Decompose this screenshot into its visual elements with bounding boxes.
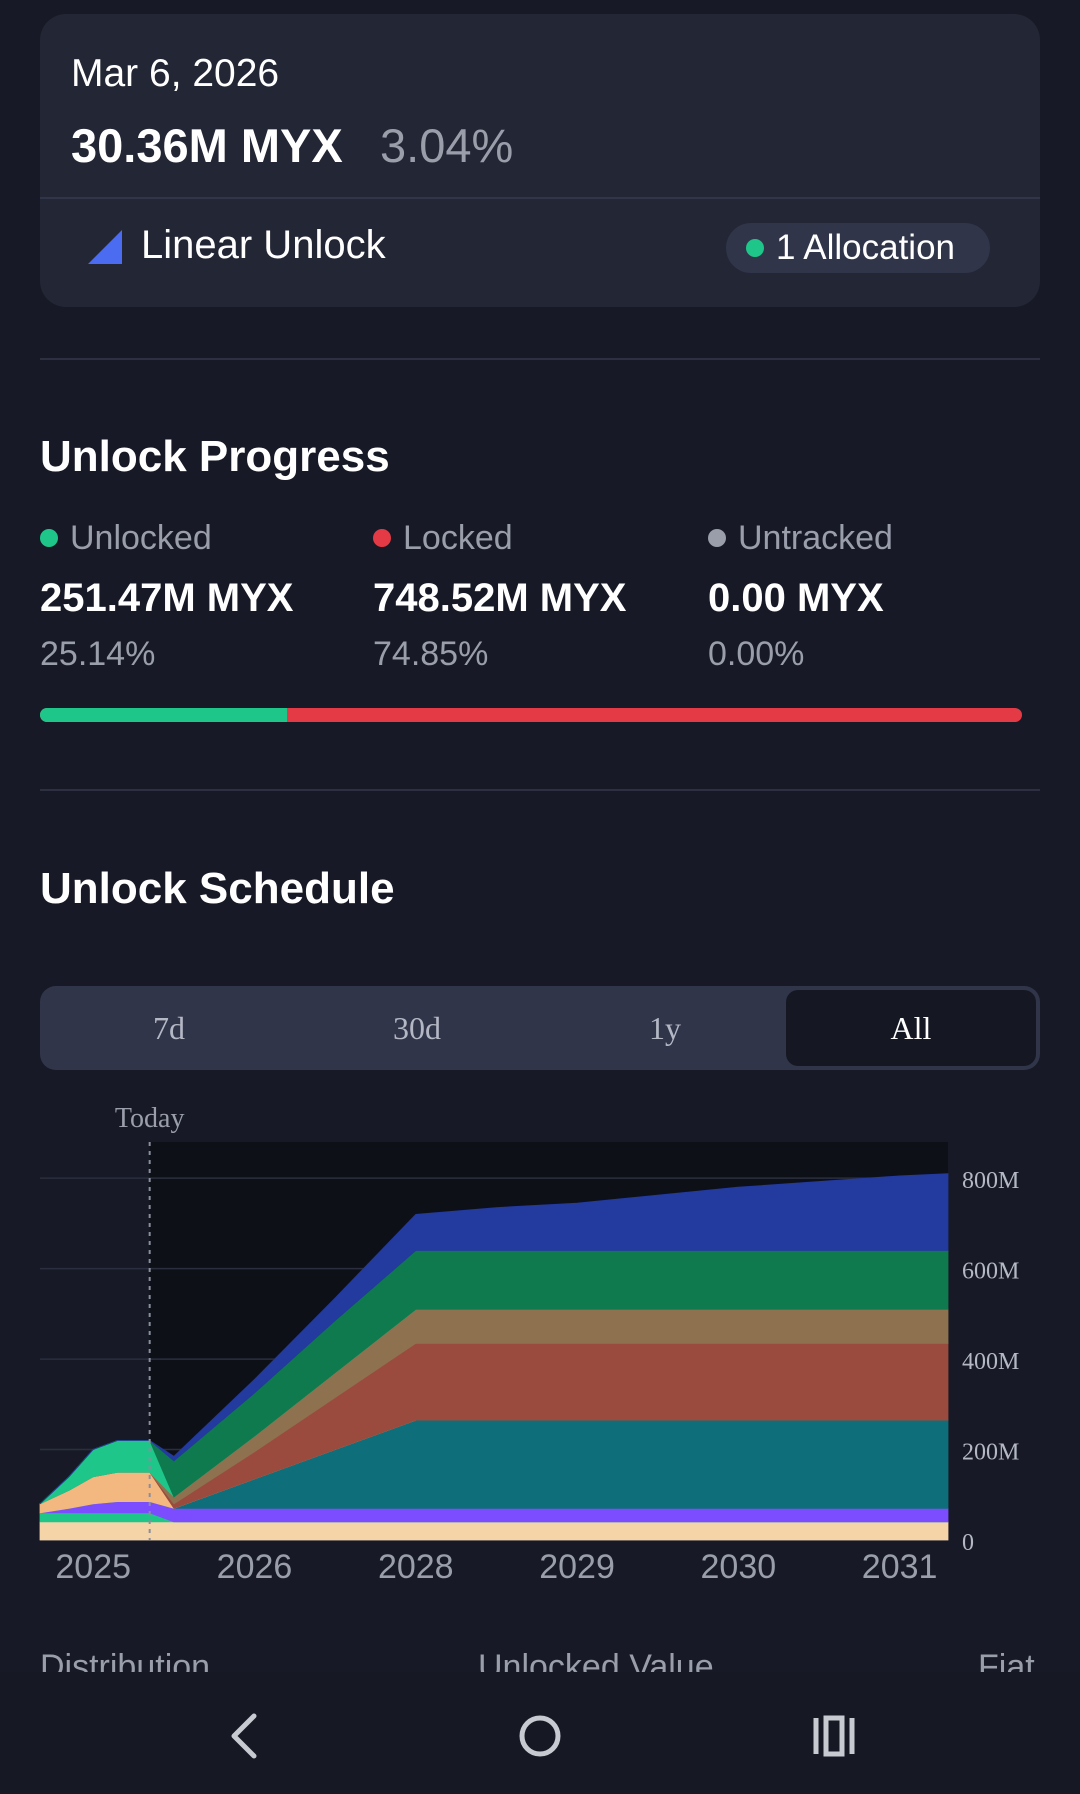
y-tick-label: 600M bbox=[962, 1259, 1019, 1285]
stat-percent: 74.85% bbox=[373, 635, 489, 673]
x-tick-label: 2031 bbox=[862, 1548, 938, 1586]
system-nav-bar bbox=[0, 1672, 1080, 1794]
back-chevron-icon[interactable] bbox=[206, 1696, 286, 1776]
stat-unlocked: Unlocked 251.47M MYX 25.14% bbox=[40, 518, 293, 674]
stat-label: Untracked bbox=[738, 518, 893, 557]
x-tick-label: 2026 bbox=[217, 1548, 293, 1586]
x-tick-label: 2029 bbox=[539, 1548, 615, 1586]
y-tick-label: 0 bbox=[962, 1530, 974, 1556]
unlocked-dot-icon bbox=[40, 529, 58, 547]
y-tick-label: 800M bbox=[962, 1168, 1019, 1194]
y-tick-label: 400M bbox=[962, 1349, 1019, 1375]
locked-dot-icon bbox=[373, 529, 391, 547]
event-date: Mar 6, 2026 bbox=[71, 52, 280, 95]
column-distribution: Distribution bbox=[40, 1648, 211, 1672]
unlock-schedule-title: Unlock Schedule bbox=[40, 864, 395, 913]
stat-untracked: Untracked 0.00 MYX 0.00% bbox=[708, 518, 893, 674]
allocation-dot-icon bbox=[746, 239, 764, 257]
event-percent: 3.04% bbox=[380, 119, 514, 172]
section-divider bbox=[40, 358, 1040, 360]
tab-7d[interactable]: 7d bbox=[153, 1009, 185, 1046]
stat-percent: 25.14% bbox=[40, 635, 156, 673]
untracked-dot-icon bbox=[708, 529, 726, 547]
column-fiat: Fiat bbox=[978, 1648, 1035, 1672]
tab-30d[interactable]: 30d bbox=[393, 1009, 441, 1046]
stat-locked: Locked 748.52M MYX 74.85% bbox=[373, 518, 626, 674]
x-tick-label: 2028 bbox=[378, 1548, 454, 1586]
unlock-progress-bar bbox=[40, 708, 1022, 722]
allocation-label: 1 Allocation bbox=[776, 228, 956, 267]
stat-percent: 0.00% bbox=[708, 635, 805, 673]
table-header: Distribution Unlocked Value Fiat bbox=[0, 1640, 1080, 1672]
area-series-1 bbox=[39, 1521, 949, 1541]
unlocked-progress-fill bbox=[40, 708, 287, 722]
unlock-schedule-chart[interactable]: Today 0 200M 400M 600M 800M 2025 2026 2028 2029 20… bbox=[0, 1090, 1080, 1610]
stat-amount: 0.00 MYX bbox=[708, 576, 884, 620]
linear-unlock-icon bbox=[88, 230, 122, 264]
unlock-progress-title: Unlock Progress bbox=[40, 432, 390, 481]
card-divider bbox=[40, 197, 1040, 199]
section-divider bbox=[40, 789, 1040, 791]
area-series-10 bbox=[39, 1173, 949, 1505]
stat-label: Unlocked bbox=[70, 518, 212, 557]
unlock-type-label: Linear Unlock bbox=[141, 223, 386, 267]
today-marker-label: Today bbox=[115, 1103, 185, 1134]
event-amount: 30.36M MYX bbox=[71, 119, 343, 172]
y-tick-label: 200M bbox=[962, 1440, 1019, 1466]
x-tick-label: 2025 bbox=[55, 1548, 131, 1586]
stat-label: Locked bbox=[403, 518, 513, 557]
range-tabs: 7d 30d 1y All bbox=[40, 986, 1040, 1070]
column-unlocked-value: Unlocked Value bbox=[478, 1648, 714, 1672]
recents-icon[interactable] bbox=[794, 1696, 874, 1776]
tab-1y[interactable]: 1y bbox=[649, 1009, 681, 1046]
stat-amount: 748.52M MYX bbox=[373, 576, 627, 620]
stat-amount: 251.47M MYX bbox=[40, 576, 294, 620]
tab-all[interactable]: All bbox=[786, 990, 1036, 1066]
allocation-badge[interactable]: 1 Allocation bbox=[726, 223, 990, 273]
x-tick-label: 2030 bbox=[701, 1548, 777, 1586]
home-circle-icon[interactable] bbox=[500, 1696, 580, 1776]
unlock-event-card[interactable]: Mar 6, 2026 30.36M MYX 3.04% Linear Unlo… bbox=[40, 14, 1040, 307]
